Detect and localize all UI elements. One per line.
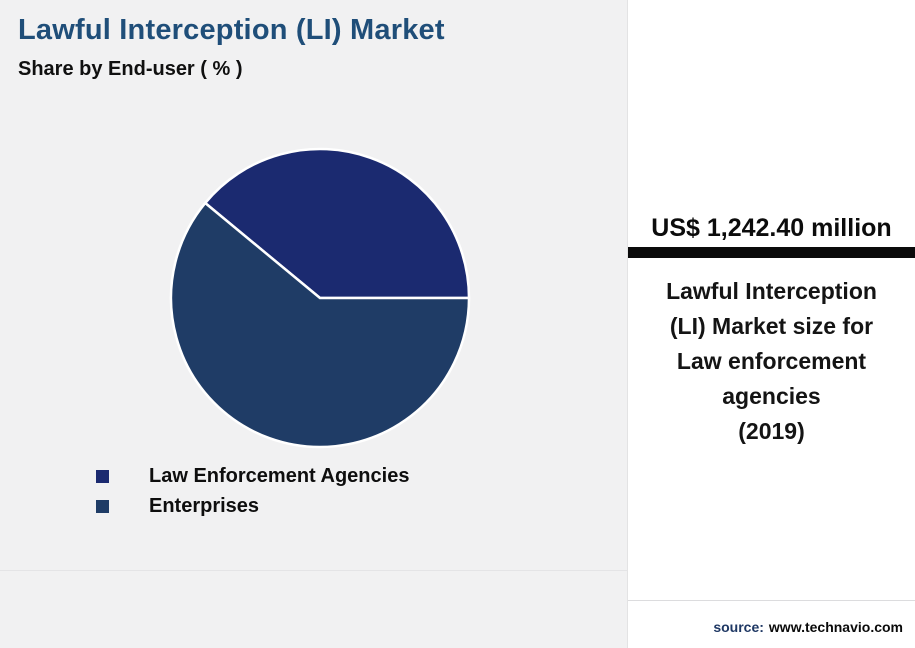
- source-line: source: www.technavio.com: [713, 619, 903, 635]
- stat-description-line: agencies: [722, 383, 821, 409]
- source-url: www.technavio.com: [768, 619, 903, 635]
- stat-description: Lawful Interception (LI) Market size for…: [628, 274, 915, 449]
- stat-description-line: Lawful Interception: [666, 278, 877, 304]
- pie-chart: [169, 147, 471, 449]
- side-panel: US$ 1,242.40 million Lawful Interception…: [627, 0, 915, 648]
- stat-underline-bar: [628, 247, 915, 258]
- pie-slice-0: [203, 147, 471, 300]
- legend-swatch-icon: [96, 469, 109, 483]
- stat-value: US$ 1,242.40 million: [651, 214, 892, 242]
- panel-footer-divider: [628, 600, 915, 601]
- pie-chart-container: [160, 138, 480, 458]
- source-label: source:: [713, 619, 764, 635]
- pie-slice-1: [169, 201, 471, 449]
- chart-area: Lawful Interception (LI) Market Share by…: [0, 14, 627, 571]
- stat-description-line: (2019): [738, 418, 805, 444]
- legend-item: Enterprises: [96, 491, 409, 521]
- legend-item-label: Enterprises: [149, 494, 260, 517]
- legend-swatch-icon: [96, 499, 109, 513]
- page-title: Lawful Interception (LI) Market: [18, 14, 445, 46]
- page-subtitle: Share by End-user ( % ): [18, 58, 243, 80]
- legend-item: Law Enforcement Agencies: [96, 461, 409, 491]
- legend-item-label: Law Enforcement Agencies: [149, 464, 410, 487]
- stat-description-line: (LI) Market size for: [669, 313, 874, 339]
- legend: Law Enforcement Agencies Enterprises: [96, 461, 409, 521]
- stat-description-line: Law enforcement: [676, 348, 867, 374]
- left-bottom-divider: [0, 570, 627, 571]
